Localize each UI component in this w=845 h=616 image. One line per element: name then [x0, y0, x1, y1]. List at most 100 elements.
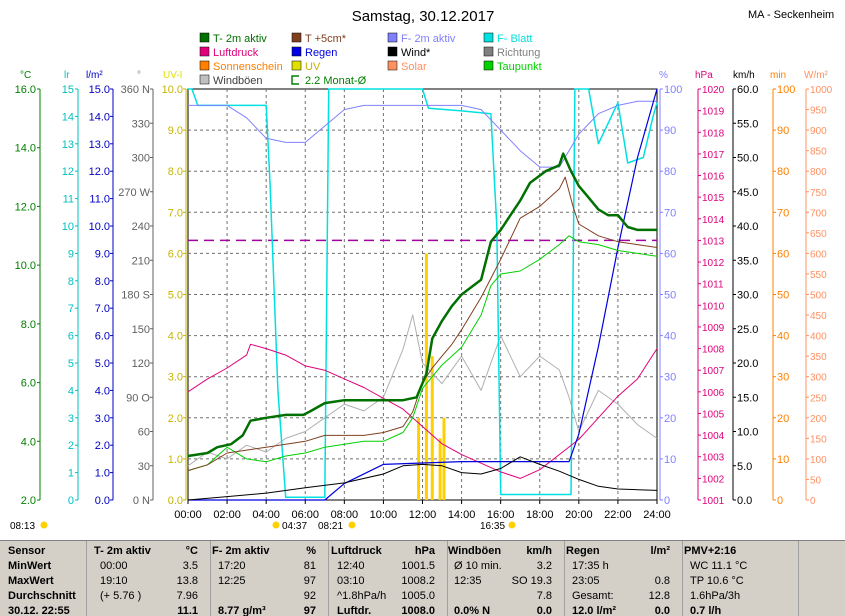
tick-label: 10 [664, 454, 676, 466]
series-line-wind- [187, 456, 658, 501]
tick-label: 40 [777, 331, 789, 343]
tick-label: 360 N [121, 84, 150, 96]
axis-head: °C [20, 70, 31, 81]
tick-label: 80 [777, 166, 789, 178]
column-unit: hPa [414, 545, 435, 557]
cell-left: Gesamt: [572, 590, 614, 602]
tick-label: 60.0 [737, 84, 758, 96]
tick-label: 550 [810, 270, 827, 281]
tick-label: 13 [62, 139, 74, 151]
row-label: Sensor [8, 545, 46, 557]
tick-label: 180 S [121, 290, 150, 302]
series-line-t-5cm- [187, 176, 658, 472]
cell-left: 03:10 [337, 575, 365, 587]
tick-label: 0.0 [95, 495, 110, 507]
tick-label: 30 [138, 461, 150, 473]
tick-label: 70 [664, 207, 676, 219]
cell-left: (+ 5.76 ) [100, 590, 142, 602]
tick-label: 850 [810, 147, 827, 158]
legend-swatch [483, 46, 494, 57]
tick-label: 20 [777, 413, 789, 425]
tick-label: 10.0 [89, 221, 110, 233]
tick-label: 10 [777, 454, 789, 466]
tick-label: 1007 [702, 366, 725, 377]
cell-left: 0.7 l/h [690, 605, 722, 616]
tick-label: 2.0 [168, 413, 183, 425]
station-name: MA - Seckenheim [748, 9, 834, 21]
time-label: 10:00 [370, 509, 398, 521]
tick-label: 6.0 [168, 248, 183, 260]
tick-label: 45.0 [737, 187, 758, 199]
sunshine-bar [430, 356, 434, 500]
tick-label: 0 N [133, 495, 150, 507]
cell-value: 81 [303, 560, 316, 572]
legend-label: Luftdruck [213, 47, 259, 59]
legend-label: Wind* [401, 47, 431, 59]
legend-label: T +5cm* [305, 33, 347, 45]
tick-label: 150 [810, 434, 827, 445]
row-label: MaxWert [8, 575, 54, 587]
sun-times: 08:13 04:37 08:21 16:35 [10, 521, 516, 532]
tick-label: 40 [664, 331, 676, 343]
tick-label: 950 [810, 106, 827, 117]
tick-label: 9.0 [95, 248, 110, 260]
column-header: F- 2m aktiv [212, 545, 270, 557]
tick-label: 50 [810, 475, 822, 486]
tick-label: 1015 [702, 193, 725, 204]
tick-label: 8 [68, 276, 74, 288]
legend-label: F- Blatt [497, 33, 532, 45]
legend-swatch [199, 74, 210, 85]
time-axis: 00:00 02:00 04:00 06:00 08:00 10:00 12:00 14:00… [174, 500, 671, 521]
tick-label: 750 [810, 188, 827, 199]
cell-value: 7.96 [176, 590, 198, 602]
legend-label: Solar [401, 61, 427, 73]
tick-label: 1002 [702, 474, 725, 485]
tick-label: 1014 [702, 215, 725, 226]
legend-label: 2.2 Monat-Ø [305, 75, 367, 87]
tick-label: 6.0 [21, 378, 36, 390]
tick-label: 50 [664, 290, 676, 302]
tick-label: 1.0 [95, 468, 110, 480]
time-label: 00:00 [174, 509, 202, 521]
tick-label: 90 [664, 125, 676, 137]
sun-icon [40, 521, 48, 529]
tick-label: 1020 [702, 85, 725, 96]
cell-left: 12:35 [454, 575, 482, 587]
chart-title: Samstag, 30.12.2017 [352, 8, 495, 25]
legend-label: T- 2m aktiv [213, 33, 267, 45]
tick-label: 240 [132, 221, 150, 233]
column-header: PMV+2:16 [684, 545, 737, 557]
tick-label: 70 [777, 207, 789, 219]
tick-label: 4.0 [168, 331, 183, 343]
tick-label: 1004 [702, 431, 725, 442]
tick-label: 15.0 [737, 392, 758, 404]
tick-label: 80 [664, 166, 676, 178]
axis-head: ° [137, 70, 141, 81]
time-label: 18:00 [526, 509, 554, 521]
tick-label: 1001 [702, 496, 725, 507]
tick-label: 900 [810, 126, 827, 137]
cell-left: Luftdr. [337, 605, 372, 616]
cell-left: 17:20 [218, 560, 246, 572]
tick-label: 300 [810, 373, 827, 384]
cell-left: 8.77 g/m³ [218, 605, 266, 616]
column-unit: °C [185, 545, 198, 557]
tick-label: 2 [68, 440, 74, 452]
tick-label: 1005 [702, 409, 725, 420]
cell-value: 0.0 [536, 605, 552, 616]
legend-label: Regen [305, 47, 337, 59]
column-unit: % [306, 545, 316, 557]
tick-label: 30 [664, 372, 676, 384]
cell-value: 3.2 [536, 560, 552, 572]
tick-label: 40.0 [737, 221, 758, 233]
tick-label: 1000 [810, 85, 833, 96]
series-layer [187, 88, 658, 501]
tick-label: 5.0 [168, 290, 183, 302]
tick-label: 100 [664, 84, 682, 96]
row-label: Durchschnitt [8, 590, 76, 602]
tick-label: 150 [132, 324, 150, 336]
legend-swatch [199, 60, 210, 71]
tick-label: 55.0 [737, 118, 758, 130]
tick-label: 14.0 [89, 111, 110, 123]
time-label: 08:00 [331, 509, 359, 521]
